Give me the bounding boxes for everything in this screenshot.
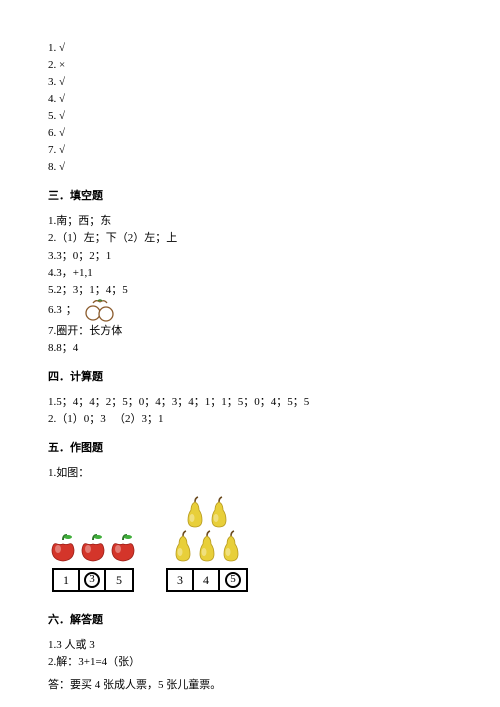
section-5-head: 五．作图题 bbox=[48, 440, 452, 457]
s6-line: 答：要买 4 张成人票，5 张儿童票。 bbox=[48, 677, 452, 694]
tf-item: 2. × bbox=[48, 57, 452, 74]
s6-line: 1.3 人或 3 bbox=[48, 637, 452, 654]
s3-line: 3.3；0；2；1 bbox=[48, 248, 452, 265]
numbox-cell: 5 bbox=[220, 570, 246, 590]
tf-item: 1. √ bbox=[48, 40, 452, 57]
numbox-cell: 3 bbox=[168, 570, 194, 590]
s4-line: 1.5；4；4；2；5；0；4；3；4；1；1；5；0；4；5；5 bbox=[48, 394, 452, 411]
figure-area: 1 3 5 bbox=[48, 496, 452, 592]
s3-line: 2.（1）左；下（2）左；上 bbox=[48, 230, 452, 247]
s3-line-6: 6.3 ； bbox=[48, 299, 452, 323]
apple-row bbox=[48, 532, 138, 564]
tf-item: 5. √ bbox=[48, 108, 452, 125]
s3-6a: 6.3 bbox=[48, 302, 62, 319]
s6-line: 2.解：3+1=4（张） bbox=[48, 654, 452, 671]
tf-item: 7. √ bbox=[48, 142, 452, 159]
tf-list: 1. √ 2. × 3. √ 4. √ 5. √ 6. √ 7. √ 8. √ bbox=[48, 40, 452, 176]
tf-item: 4. √ bbox=[48, 91, 452, 108]
numbox-2: 3 4 5 bbox=[166, 568, 248, 592]
pear-icon bbox=[195, 530, 219, 564]
pear-row-top bbox=[183, 496, 231, 530]
pear-icon bbox=[219, 530, 243, 564]
pear-icon bbox=[207, 496, 231, 530]
s3-line: 1.南；西；东 bbox=[48, 213, 452, 230]
section-6-head: 六．解答题 bbox=[48, 612, 452, 629]
numbox-1: 1 3 5 bbox=[52, 568, 134, 592]
tf-item: 3. √ bbox=[48, 74, 452, 91]
pear-icon bbox=[171, 530, 195, 564]
s4-line: 2.（1）0；3 （2）3；1 bbox=[48, 411, 452, 428]
s5-line: 1.如图： bbox=[48, 465, 452, 482]
numbox-cell: 4 bbox=[194, 570, 220, 590]
numbox-cell: 3 bbox=[80, 570, 106, 590]
tf-item: 8. √ bbox=[48, 159, 452, 176]
pear-icon bbox=[183, 496, 207, 530]
s3-line: 5.2；3；1；4；5 bbox=[48, 282, 452, 299]
apple-group: 1 3 5 bbox=[48, 532, 138, 592]
tf-item: 6. √ bbox=[48, 125, 452, 142]
pear-group: 3 4 5 bbox=[166, 496, 248, 592]
section-4-head: 四．计算题 bbox=[48, 369, 452, 386]
s3-line: 7.圈开：长方体 bbox=[48, 323, 452, 340]
section-3-head: 三．填空题 bbox=[48, 188, 452, 205]
pear-row-bottom bbox=[171, 530, 243, 564]
s3-6b: ； bbox=[66, 302, 77, 319]
numbox-cell: 5 bbox=[106, 570, 132, 590]
s3-line: 8.8；4 bbox=[48, 340, 452, 357]
cherry-icon bbox=[83, 299, 117, 323]
apple-icon bbox=[108, 532, 138, 564]
s3-line: 4.3，+1,1 bbox=[48, 265, 452, 282]
apple-icon bbox=[48, 532, 78, 564]
numbox-cell: 1 bbox=[54, 570, 80, 590]
apple-icon bbox=[78, 532, 108, 564]
